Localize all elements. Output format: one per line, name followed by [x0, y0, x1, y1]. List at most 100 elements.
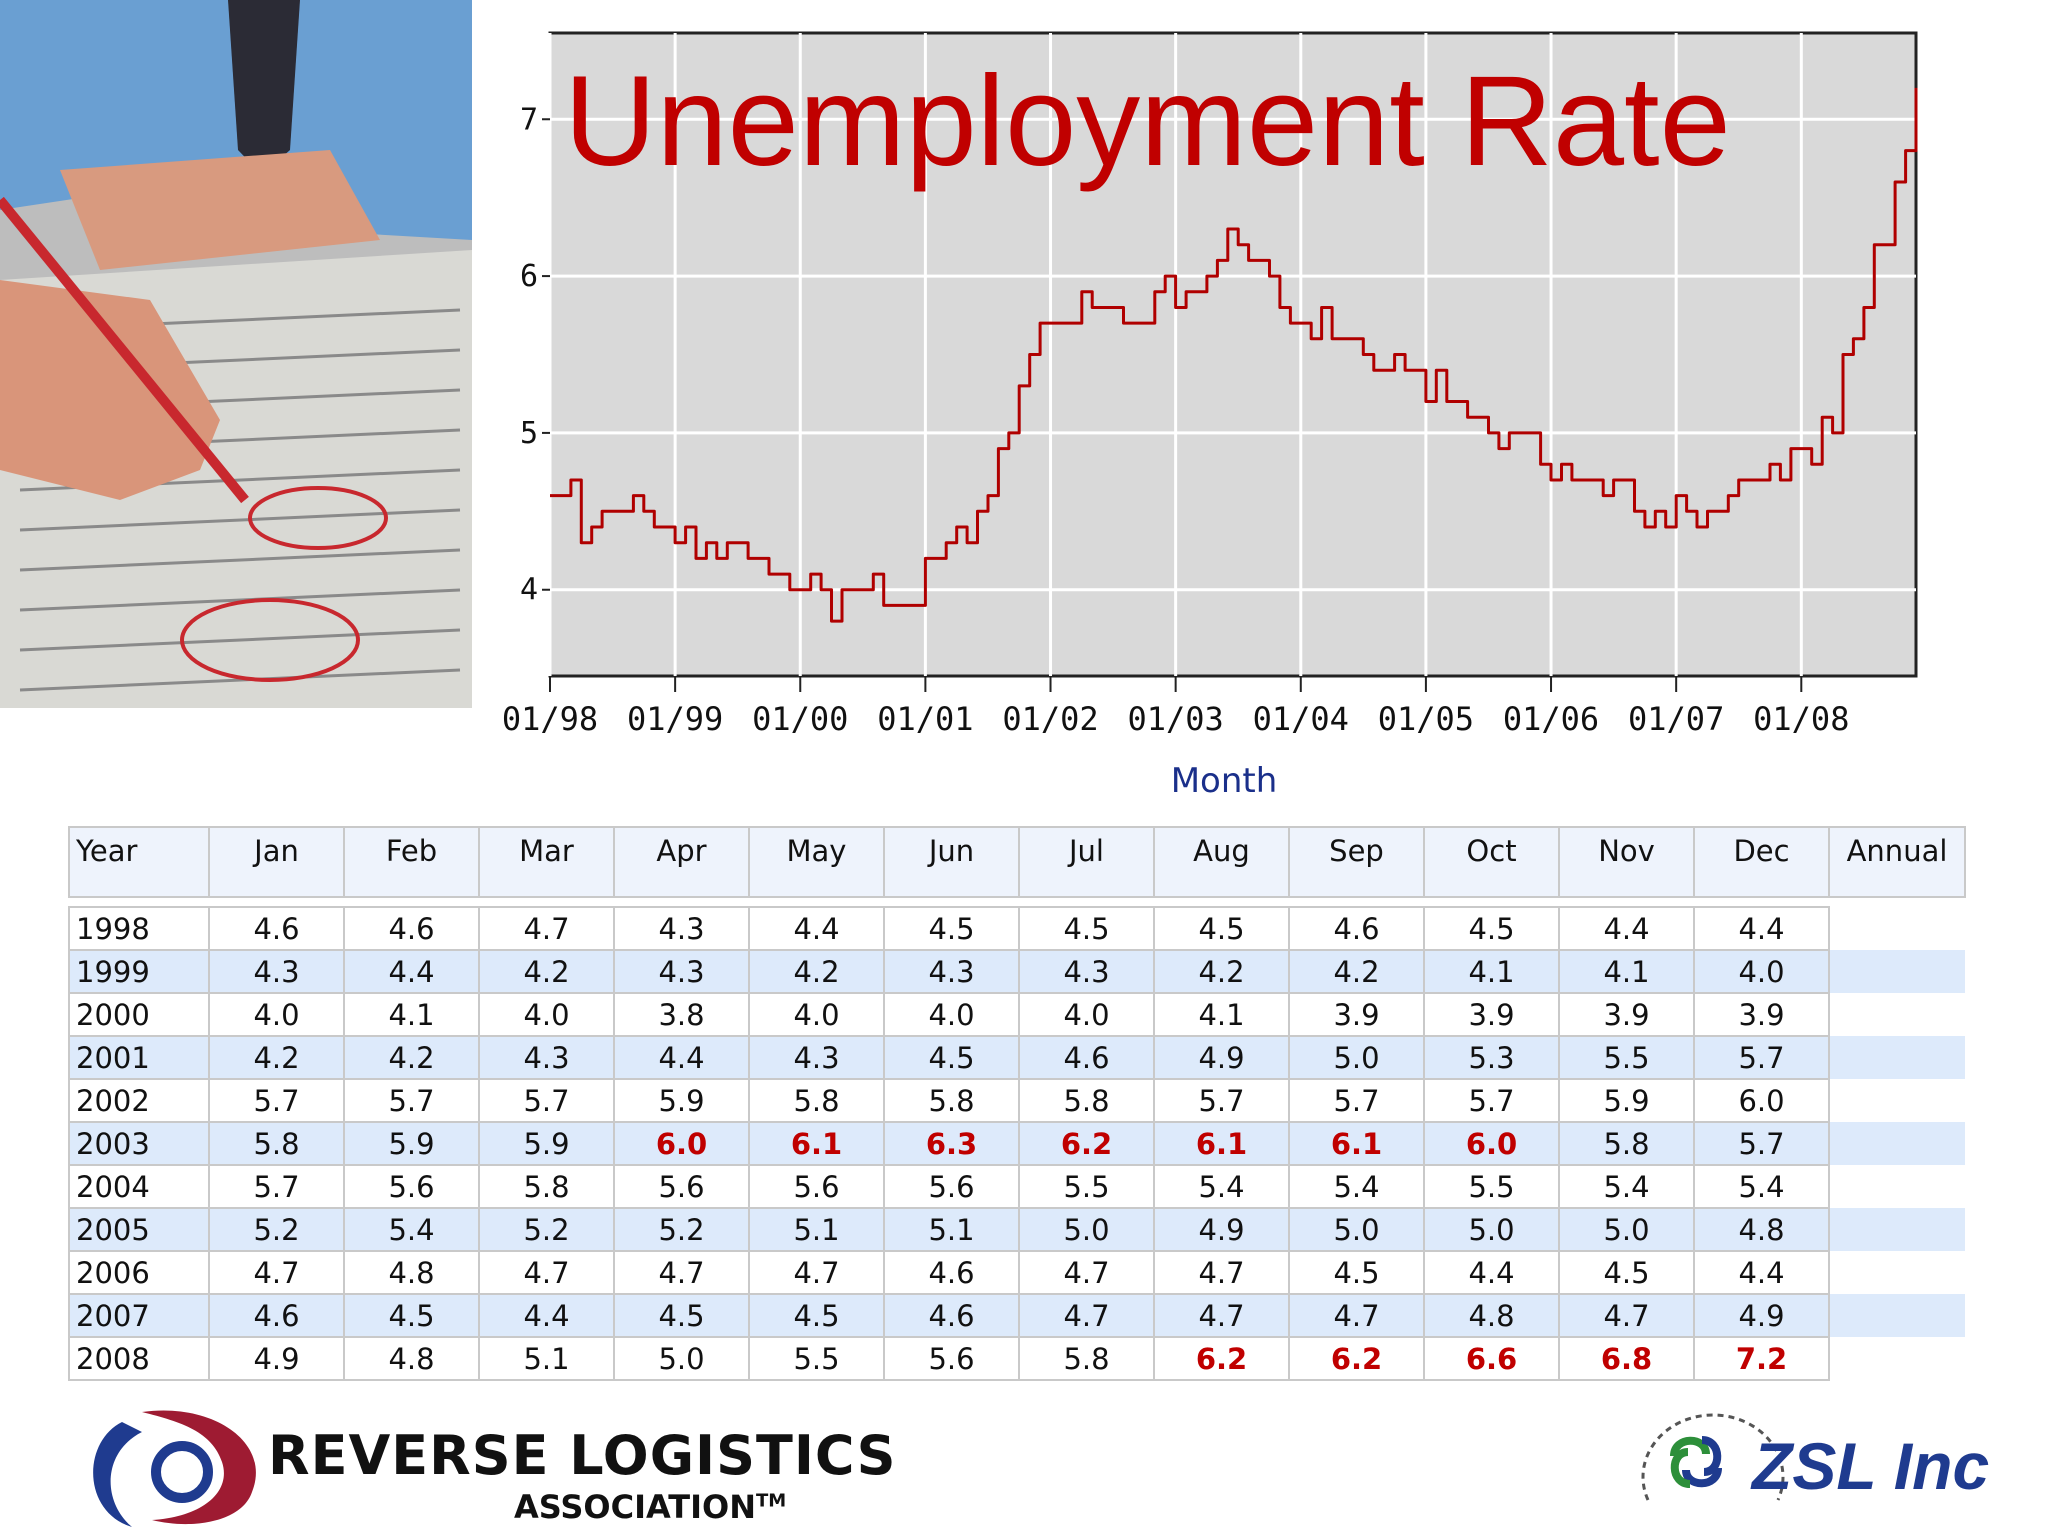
rla-logo-icon	[93, 1410, 256, 1527]
table-row: 2000 4.0 4.1 4.0 3.8 4.0 4.0 4.0 4.1 3.9 3.9 3.9 3.9	[68, 992, 1965, 1037]
value-cell: 6.8	[1558, 1336, 1695, 1381]
column-header-nov: Nov	[1558, 826, 1695, 898]
value-cell: 4.6	[883, 1250, 1020, 1295]
value-cell: 5.7	[1423, 1078, 1560, 1123]
x-tick-label: 01/03	[1127, 700, 1223, 738]
spacer-cell	[69, 897, 1965, 907]
value-cell: 5.2	[208, 1207, 345, 1252]
value-cell: 4.6	[208, 906, 345, 951]
column-header-annual: Annual	[1828, 826, 1966, 898]
x-tick-label: 01/98	[502, 700, 598, 738]
value-cell: 5.6	[613, 1164, 750, 1209]
value-cell: 5.0	[1288, 1035, 1425, 1080]
x-tick-label: 01/04	[1253, 700, 1349, 738]
value-cell: 4.3	[883, 949, 1020, 994]
value-cell: 4.0	[1018, 992, 1155, 1037]
value-cell: 4.5	[1288, 1250, 1425, 1295]
value-cell: 4.3	[613, 949, 750, 994]
table-row: 2006 4.7 4.8 4.7 4.7 4.7 4.6 4.7 4.7 4.5 4.4 4.5 4.4	[68, 1250, 1965, 1295]
value-cell: 5.2	[478, 1207, 615, 1252]
x-tick-label: 01/08	[1753, 700, 1849, 738]
value-cell: 6.0	[1693, 1078, 1830, 1123]
value-cell: 4.7	[1153, 1250, 1290, 1295]
value-cell: 4.7	[478, 1250, 615, 1295]
rla-swoosh-red	[142, 1410, 256, 1525]
value-cell: 4.9	[1693, 1293, 1830, 1338]
value-cell: 4.9	[208, 1336, 345, 1381]
value-cell: 3.9	[1693, 992, 1830, 1037]
value-cell: 5.8	[1018, 1336, 1155, 1381]
value-cell: 3.9	[1558, 992, 1695, 1037]
x-tick-label: 01/02	[1002, 700, 1098, 738]
value-cell: 5.4	[343, 1207, 480, 1252]
value-cell: 4.3	[478, 1035, 615, 1080]
value-cell: 5.1	[748, 1207, 885, 1252]
value-cell: 5.4	[1558, 1164, 1695, 1209]
value-cell: 5.6	[883, 1336, 1020, 1381]
value-cell: 4.5	[883, 1035, 1020, 1080]
column-header-jun: Jun	[883, 826, 1020, 898]
value-cell: 4.4	[1693, 1250, 1830, 1295]
column-header-may: May	[748, 826, 885, 898]
x-tick-label: 01/00	[752, 700, 848, 738]
value-cell: 3.9	[1423, 992, 1560, 1037]
zsl-logo-icon	[1641, 1413, 1785, 1501]
table-body: 1998 4.6 4.6 4.7 4.3 4.4 4.5 4.5 4.5 4.6 4.5 4.4 4.4…	[68, 897, 1965, 1381]
annual-cell	[1829, 1208, 1965, 1251]
value-cell: 4.7	[1018, 1250, 1155, 1295]
column-header-year: Year	[68, 826, 210, 898]
value-cell: 4.1	[1153, 992, 1290, 1037]
value-cell: 4.5	[1423, 906, 1560, 951]
value-cell: 4.3	[748, 1035, 885, 1080]
chart-title: Unemployment Rate	[564, 50, 1731, 193]
value-cell: 6.0	[613, 1121, 750, 1166]
value-cell: 4.5	[883, 906, 1020, 951]
value-cell: 5.7	[1153, 1078, 1290, 1123]
value-cell: 6.6	[1423, 1336, 1560, 1381]
value-cell: 5.8	[748, 1078, 885, 1123]
value-cell: 4.9	[1153, 1035, 1290, 1080]
column-header-jan: Jan	[208, 826, 345, 898]
value-cell: 6.1	[748, 1121, 885, 1166]
value-cell: 4.7	[1558, 1293, 1695, 1338]
value-cell: 4.6	[343, 906, 480, 951]
rla-subtitle: ASSOCIATIONTM	[514, 1488, 786, 1526]
newspaper-job-search-photo	[0, 0, 472, 708]
value-cell: 6.0	[1423, 1121, 1560, 1166]
value-cell: 4.4	[478, 1293, 615, 1338]
annual-cell	[1829, 1294, 1965, 1337]
chart-svg: 4 5 6 7 01/98 01/99 01/00 01/01 01/02 01/03 01/04…	[502, 31, 1918, 801]
x-tick-label: 01/06	[1503, 700, 1599, 738]
value-cell: 4.7	[478, 906, 615, 951]
value-cell: 6.2	[1288, 1336, 1425, 1381]
value-cell: 5.7	[1693, 1121, 1830, 1166]
year-cell: 2001	[68, 1035, 210, 1080]
table-header-row: Year Jan Feb Mar Apr May Jun Jul Aug Sep Oct Nov Dec…	[68, 826, 1966, 898]
annual-cell	[1829, 950, 1965, 993]
value-cell: 4.8	[1693, 1207, 1830, 1252]
value-cell: 4.2	[1288, 949, 1425, 994]
table-row: 2004 5.7 5.6 5.8 5.6 5.6 5.6 5.5 5.4 5.4 5.5 5.4 5.4	[68, 1164, 1965, 1209]
value-cell: 4.6	[883, 1293, 1020, 1338]
value-cell: 4.3	[208, 949, 345, 994]
value-cell: 3.9	[1288, 992, 1425, 1037]
value-cell: 4.7	[748, 1250, 885, 1295]
table-row: 2005 5.2 5.4 5.2 5.2 5.1 5.1 5.0 4.9 5.0 5.0 5.0 4.8	[68, 1207, 1965, 1252]
value-cell: 4.6	[1018, 1035, 1155, 1080]
year-cell: 2003	[68, 1121, 210, 1166]
value-cell: 4.0	[208, 992, 345, 1037]
year-cell: 2004	[68, 1164, 210, 1209]
value-cell: 5.6	[748, 1164, 885, 1209]
value-cell: 4.2	[343, 1035, 480, 1080]
value-cell: 4.2	[1153, 949, 1290, 994]
value-cell: 4.5	[613, 1293, 750, 1338]
value-cell: 4.3	[1018, 949, 1155, 994]
column-header-sep: Sep	[1288, 826, 1425, 898]
value-cell: 5.0	[613, 1336, 750, 1381]
annual-cell	[1829, 1337, 1965, 1380]
value-cell: 4.6	[1288, 906, 1425, 951]
value-cell: 5.1	[883, 1207, 1020, 1252]
value-cell: 4.7	[1288, 1293, 1425, 1338]
value-cell: 5.7	[1288, 1078, 1425, 1123]
year-cell: 2007	[68, 1293, 210, 1338]
